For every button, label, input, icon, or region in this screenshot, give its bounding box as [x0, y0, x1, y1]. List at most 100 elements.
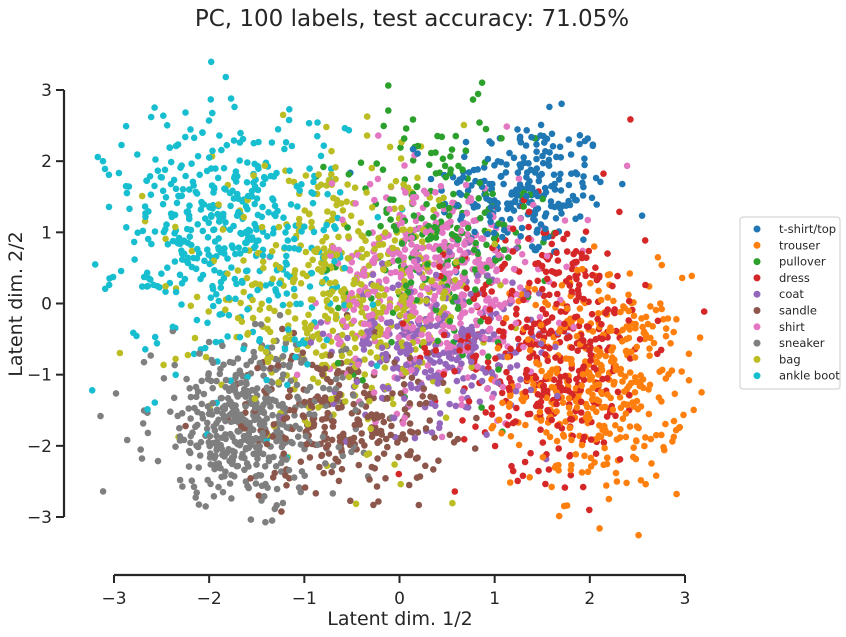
point-sneaker — [185, 463, 193, 470]
point-bag — [272, 241, 280, 249]
point-sneaker — [233, 462, 240, 470]
point-bag — [243, 274, 251, 282]
point-ankle-boot — [252, 243, 259, 250]
point-bag — [468, 363, 476, 371]
point-bag — [351, 335, 359, 342]
point-ankle-boot — [167, 158, 175, 166]
point-pullover — [462, 147, 470, 154]
point-ankle-boot — [227, 95, 235, 102]
point-trouser — [630, 312, 638, 320]
point-t-shirt-top — [514, 126, 521, 133]
point-bag — [291, 267, 299, 274]
point-sneaker — [280, 361, 287, 369]
point-ankle-boot — [241, 246, 249, 254]
point-bag — [339, 331, 346, 339]
point-ankle-boot — [159, 187, 167, 195]
point-sandle — [324, 409, 332, 417]
point-trouser — [658, 431, 665, 439]
point-trouser — [553, 365, 560, 373]
point-dress — [464, 344, 472, 351]
point-ankle-boot — [106, 275, 113, 282]
point-coat — [470, 337, 477, 345]
point-bag — [328, 216, 336, 223]
point-sneaker — [251, 320, 259, 328]
point-ankle-boot — [207, 212, 215, 219]
point-bag — [322, 233, 330, 241]
point-ankle-boot — [207, 294, 215, 302]
point-sandle — [374, 439, 381, 447]
point-sandle — [408, 374, 416, 382]
point-dress — [552, 354, 559, 361]
point-trouser — [612, 362, 619, 369]
point-dress — [526, 354, 533, 361]
point-sneaker — [247, 516, 255, 523]
point-shirt — [499, 383, 507, 391]
point-coat — [513, 362, 521, 369]
point-trouser — [621, 388, 628, 395]
point-ankle-boot — [172, 185, 180, 193]
point-sneaker — [348, 448, 355, 456]
point-coat — [488, 369, 496, 376]
point-trouser — [659, 366, 666, 374]
point-bag — [254, 249, 262, 257]
point-coat — [307, 339, 315, 346]
point-shirt — [423, 190, 430, 197]
point-sneaker — [259, 429, 266, 437]
point-t-shirt-top — [557, 187, 565, 194]
point-coat — [427, 367, 435, 374]
point-t-shirt-top — [556, 143, 564, 151]
point-dress — [539, 306, 546, 313]
point-ankle-boot — [310, 178, 317, 186]
point-coat — [468, 382, 475, 389]
point-shirt — [418, 244, 426, 252]
point-ankle-boot — [285, 116, 293, 124]
point-sandle — [404, 451, 411, 459]
point-dress — [553, 300, 560, 308]
point-trouser — [573, 404, 581, 411]
point-t-shirt-top — [458, 212, 466, 220]
point-sneaker — [277, 429, 284, 437]
point-dress — [625, 317, 632, 324]
point-bag — [368, 164, 376, 172]
point-bag — [345, 233, 352, 240]
point-sneaker — [203, 425, 211, 433]
point-trouser — [539, 453, 547, 461]
chart-title: PC, 100 labels, test accuracy: 71.05% — [195, 6, 629, 32]
point-sneaker — [358, 400, 365, 408]
point-trouser — [530, 381, 537, 388]
point-ankle-boot — [373, 362, 381, 370]
point-sneaker — [257, 421, 264, 429]
point-ankle-boot — [239, 279, 246, 287]
point-pullover — [380, 122, 388, 130]
point-sneaker — [160, 375, 168, 382]
point-sandle — [283, 482, 290, 489]
point-sandle — [395, 453, 402, 461]
legend-label: sneaker — [779, 336, 825, 350]
point-dress — [587, 357, 594, 364]
point-t-shirt-top — [557, 170, 564, 178]
point-ankle-boot — [244, 159, 251, 166]
point-pullover — [407, 279, 415, 286]
point-shirt — [427, 316, 435, 323]
point-ankle-boot — [151, 228, 159, 235]
point-t-shirt-top — [547, 202, 555, 210]
point-trouser — [673, 490, 680, 498]
point-dress — [642, 281, 649, 289]
point-bag — [289, 276, 297, 284]
point-sneaker — [234, 440, 241, 448]
point-trouser — [616, 394, 624, 401]
point-shirt — [472, 258, 479, 266]
point-coat — [416, 358, 423, 366]
point-dress — [571, 313, 579, 321]
point-ankle-boot — [306, 165, 313, 172]
point-shirt — [424, 362, 432, 369]
point-coat — [319, 330, 327, 338]
point-ankle-boot — [154, 167, 162, 174]
point-sneaker — [138, 455, 146, 462]
point-t-shirt-top — [498, 172, 505, 180]
point-pullover — [482, 125, 490, 133]
point-dress — [554, 290, 561, 298]
point-trouser — [579, 265, 586, 273]
point-ankle-boot — [183, 208, 191, 216]
point-dress — [505, 384, 513, 392]
